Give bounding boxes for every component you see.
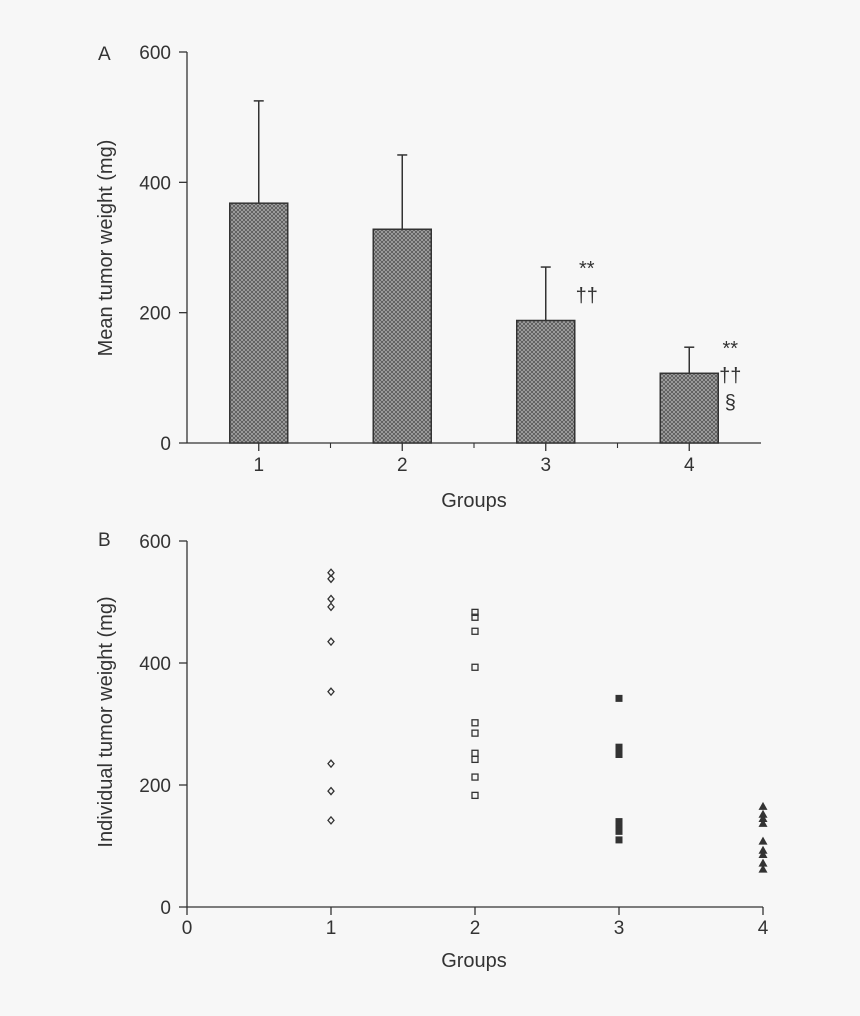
point-group-2 bbox=[471, 608, 479, 617]
point-group-3 bbox=[615, 746, 623, 754]
point-group-3 bbox=[615, 821, 623, 829]
bar-group-1 bbox=[229, 202, 289, 444]
point-group-4 bbox=[758, 858, 768, 867]
panel-a-y-axis-label: Mean tumor weight (mg) bbox=[95, 140, 117, 357]
panel-a-bars bbox=[229, 202, 719, 444]
panel-b-x-tick-label: 4 bbox=[758, 918, 769, 939]
point-group-1 bbox=[327, 602, 335, 612]
point-group-1 bbox=[327, 574, 335, 584]
point-group-2 bbox=[471, 613, 479, 621]
panel-a-y-tick-label: 0 bbox=[160, 434, 171, 455]
point-group-1 bbox=[327, 786, 335, 796]
point-group-2 bbox=[471, 773, 479, 781]
point-group-4 bbox=[758, 864, 768, 873]
point-group-4 bbox=[758, 814, 768, 823]
panel-a-y-tick-label: 600 bbox=[139, 43, 171, 64]
panel-b-x-tick-label: 2 bbox=[470, 918, 481, 939]
panel-b-y-tick-label: 200 bbox=[139, 776, 171, 797]
panel-a-x-ticks: 1 2 3 4 bbox=[253, 443, 695, 476]
panel-a-label: A bbox=[98, 44, 111, 65]
panel-b-axes bbox=[186, 541, 763, 908]
panel-a-significance-annotations: ** †† ** †† § bbox=[576, 258, 742, 414]
point-group-2 bbox=[471, 749, 479, 757]
point-group-3 bbox=[615, 836, 623, 844]
point-group-2 bbox=[471, 729, 479, 737]
point-group-4 bbox=[758, 850, 768, 859]
point-group-4 bbox=[758, 845, 768, 854]
panel-b-x-tick-label: 1 bbox=[326, 918, 337, 939]
point-group-2 bbox=[471, 719, 479, 727]
panel-b-y-ticks: 0 200 400 600 bbox=[139, 532, 187, 919]
point-group-1 bbox=[327, 637, 335, 647]
bar-group-2 bbox=[372, 228, 432, 444]
panel-b-label: B bbox=[98, 530, 111, 551]
bar-group-4 bbox=[659, 372, 719, 444]
panel-b-x-ticks: 0 1 2 3 4 bbox=[182, 907, 769, 939]
panel-a-x-axis-label: Groups bbox=[441, 490, 507, 512]
panel-b-y-tick-label: 0 bbox=[160, 898, 171, 919]
point-group-1 bbox=[327, 594, 335, 604]
panel-b-y-axis-label: Individual tumor weight (mg) bbox=[95, 596, 117, 847]
point-group-3 bbox=[615, 818, 623, 826]
point-group-1 bbox=[327, 815, 335, 825]
panel-a-bar-chart: A 0 200 400 600 1 2 3 4 ** †† ** †† § Mean tumor w… bbox=[95, 43, 761, 512]
point-group-1 bbox=[327, 687, 335, 697]
point-group-3 bbox=[615, 751, 623, 758]
panel-a-x-tick-label: 3 bbox=[540, 455, 551, 476]
panel-b-x-axis-label: Groups bbox=[441, 950, 507, 972]
panel-a-y-tick-label: 400 bbox=[139, 173, 171, 194]
panel-b-x-tick-label: 0 bbox=[182, 918, 193, 939]
point-group-2 bbox=[471, 791, 479, 800]
point-group-4 bbox=[758, 818, 768, 827]
panel-a-error-bars bbox=[253, 100, 695, 374]
panel-b-y-tick-label: 400 bbox=[139, 654, 171, 675]
panel-b-x-tick-label: 3 bbox=[614, 918, 625, 939]
point-group-4 bbox=[758, 801, 768, 810]
significance-mark-group-4: †† bbox=[719, 365, 741, 387]
significance-mark-group-4: ** bbox=[722, 338, 738, 360]
panel-a-x-tick-label: 2 bbox=[397, 455, 408, 476]
panel-b-points bbox=[327, 568, 768, 873]
significance-mark-group-3: †† bbox=[576, 285, 598, 307]
point-group-2 bbox=[471, 663, 479, 671]
bar-group-3 bbox=[516, 319, 576, 444]
panel-b-scatter-chart: B 0 200 400 600 0 1 2 3 4 Individual tumor weig… bbox=[95, 530, 769, 972]
significance-mark-group-3: ** bbox=[579, 258, 595, 280]
point-group-2 bbox=[471, 755, 479, 764]
panel-a-y-ticks: 0 200 400 600 bbox=[139, 43, 187, 455]
point-group-4 bbox=[758, 809, 768, 818]
panel-b-y-tick-label: 600 bbox=[139, 532, 171, 553]
significance-mark-group-4: § bbox=[725, 392, 736, 414]
point-group-1 bbox=[327, 759, 335, 769]
point-group-2 bbox=[471, 627, 479, 635]
panel-a-y-tick-label: 200 bbox=[139, 304, 171, 325]
panel-a-x-tick-label: 4 bbox=[684, 455, 695, 476]
point-group-3 bbox=[615, 694, 623, 702]
panel-a-x-tick-label: 1 bbox=[253, 455, 264, 476]
point-group-3 bbox=[615, 827, 623, 835]
point-group-4 bbox=[758, 836, 768, 845]
